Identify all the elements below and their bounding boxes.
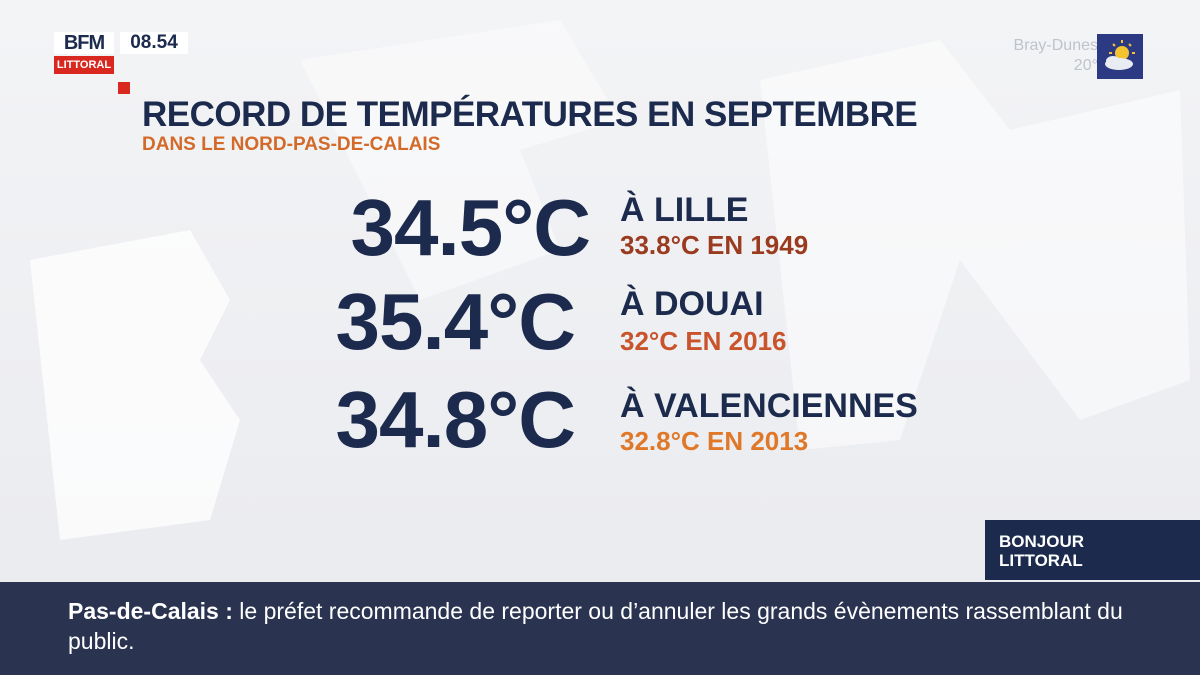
record-temperature: 34.8°C <box>335 375 576 464</box>
record-city: À LILLE <box>620 191 749 229</box>
ticker-text: Pas-de-Calais : le préfet recommande de … <box>68 596 1168 656</box>
record-previous: 32.8°C EN 2013 <box>620 426 809 456</box>
weather-info: Bray-Dunes 20° <box>1014 36 1098 76</box>
record-previous: 33.8°C EN 1949 <box>620 230 809 260</box>
logo-region: LITTORAL <box>54 56 114 74</box>
record-row: 34.8°C À VALENCIENNES 32.8°C EN 2013 <box>0 380 1200 480</box>
record-row: 34.5°C À LILLE 33.8°C EN 1949 <box>0 188 1200 288</box>
ticker-key: Pas-de-Calais : <box>68 598 233 624</box>
news-ticker: Pas-de-Calais : le préfet recommande de … <box>0 582 1200 675</box>
logo-red-square <box>118 82 130 94</box>
sun-cloud-icon <box>1097 34 1143 79</box>
headline-subtitle: DANS LE NORD-PAS-DE-CALAIS <box>142 134 441 155</box>
clock: 08.54 <box>120 32 188 54</box>
record-previous: 32°C EN 2016 <box>620 326 787 356</box>
headline-title: RECORD DE TEMPÉRATURES EN SEPTEMBRE <box>142 95 918 134</box>
show-tag: BONJOUR LITTORAL <box>985 520 1200 580</box>
show-line1: BONJOUR <box>999 532 1085 551</box>
record-temperature: 35.4°C <box>335 277 576 366</box>
show-line2: LITTORAL <box>999 551 1083 570</box>
weather-temperature: 20° <box>1073 57 1098 74</box>
record-temperature: 34.5°C <box>350 183 591 272</box>
record-city: À DOUAI <box>620 285 764 323</box>
record-city: À VALENCIENNES <box>620 387 918 425</box>
record-row: 35.4°C À DOUAI 32°C EN 2016 <box>0 282 1200 382</box>
ticker-message: le préfet recommande de reporter ou d’an… <box>68 598 1123 654</box>
weather-city: Bray-Dunes <box>1013 37 1098 54</box>
logo-bfm: BFM <box>54 32 114 54</box>
